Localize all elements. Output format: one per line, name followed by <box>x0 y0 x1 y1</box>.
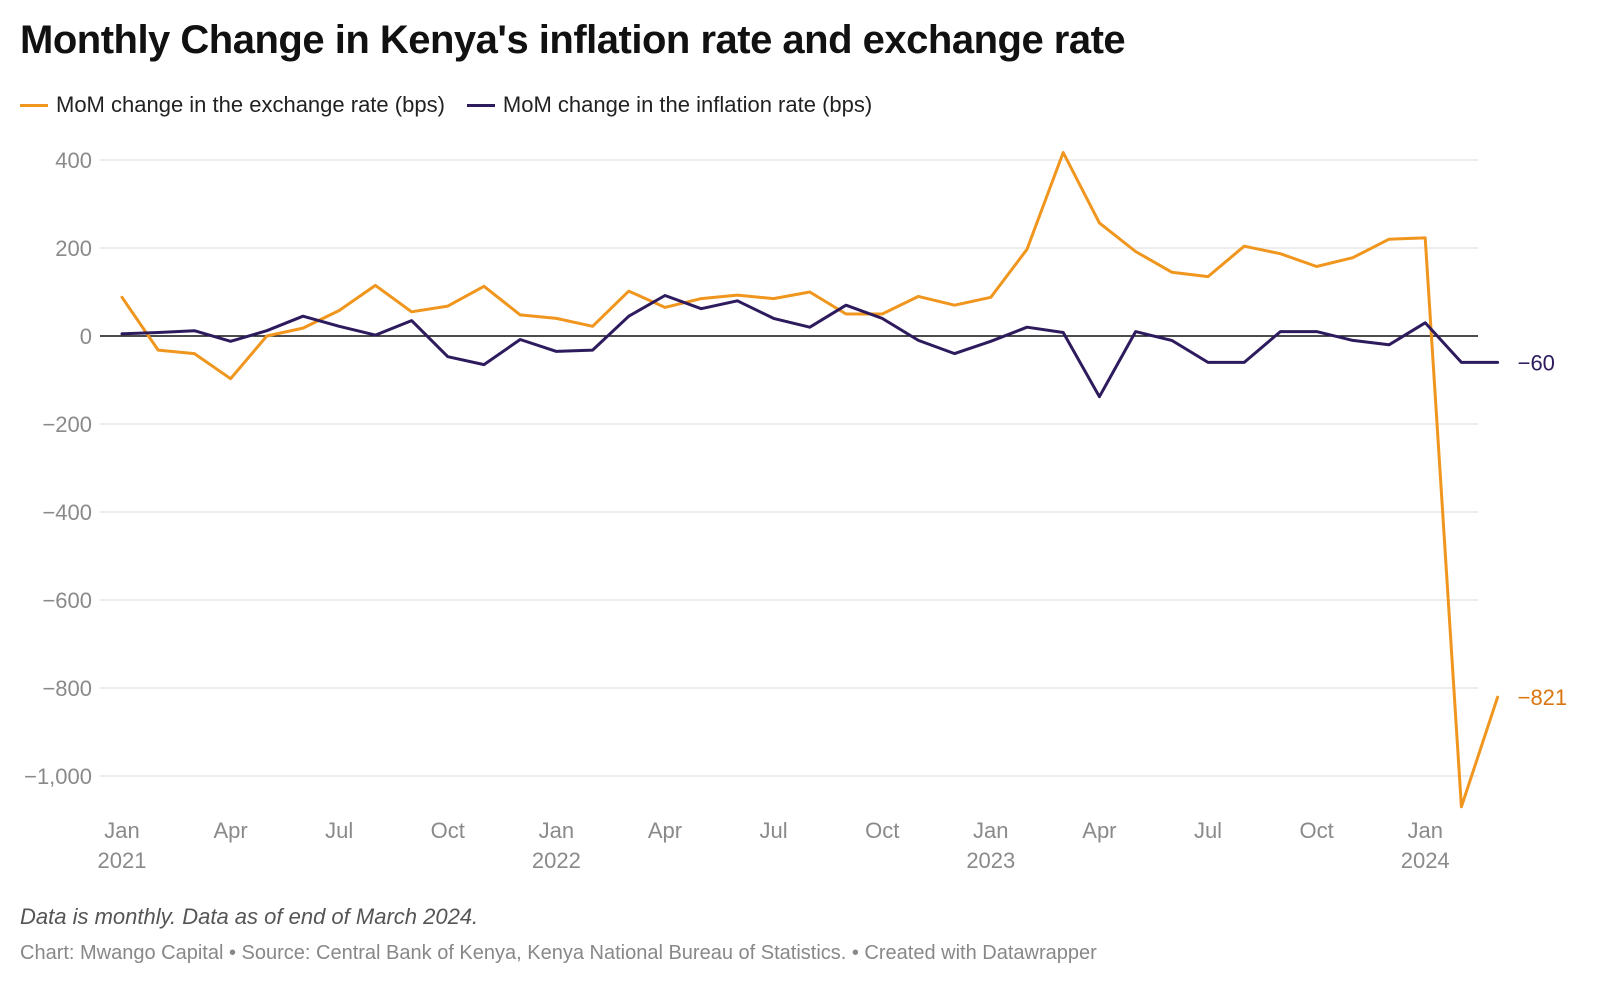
exchange-rate-line <box>120 151 1500 809</box>
x-tick-year-label: 2022 <box>532 848 581 873</box>
x-tick-label: Jan <box>1407 818 1442 843</box>
y-tick-label: 0 <box>80 324 92 349</box>
x-tick-label: Jul <box>760 818 788 843</box>
x-tick-label: Oct <box>865 818 899 843</box>
legend-label-inflation-rate: MoM change in the inflation rate (bps) <box>502 92 873 117</box>
legend-label-exchange-rate: MoM change in the exchange rate (bps) <box>56 92 445 117</box>
y-tick-label: −600 <box>42 588 92 613</box>
x-tick-label: Jul <box>325 818 353 843</box>
line-chart: 400 200 0 −200 −400 −600 −800 −1,000 Jan 2021 Apr… <box>24 148 1568 873</box>
x-tick-year-label: 2023 <box>966 848 1015 873</box>
legend-swatch-inflation-rate <box>466 103 495 107</box>
gridlines <box>100 159 1478 777</box>
x-tick-label: Jan <box>539 818 574 843</box>
legend-swatch-exchange-rate <box>20 103 48 107</box>
y-tick-label: −400 <box>42 500 92 525</box>
chart-note: Data is monthly. Data as of end of March… <box>20 904 479 929</box>
y-axis: 400 200 0 −200 −400 −600 −800 −1,000 <box>24 148 92 789</box>
x-tick-year-label: 2024 <box>1401 848 1450 873</box>
legend-item-exchange-rate: MoM change in the exchange rate (bps) <box>20 92 445 118</box>
y-tick-label: −1,000 <box>24 764 92 789</box>
x-tick-label: Apr <box>213 818 247 843</box>
chart-source: Chart: Mwango Capital • Source: Central … <box>20 942 1097 964</box>
y-tick-label: −800 <box>42 676 92 701</box>
inflation-rate-end-label: −60 <box>1518 350 1555 375</box>
exchange-rate-end-label: −821 <box>1518 685 1568 710</box>
end-labels: −821 −60 <box>1518 350 1568 710</box>
legend: MoM change in the exchange rate (bps) Mo… <box>20 92 894 118</box>
x-tick-label: Jan <box>973 818 1008 843</box>
y-tick-label: 200 <box>55 236 92 261</box>
x-tick-label: Apr <box>1082 818 1116 843</box>
y-tick-label: −200 <box>42 412 92 437</box>
legend-item-inflation-rate: MoM change in the inflation rate (bps) <box>466 92 873 118</box>
chart-title: Monthly Change in Kenya's inflation rate… <box>20 18 1126 62</box>
inflation-rate-line <box>120 294 1500 399</box>
x-tick-label: Oct <box>431 818 465 843</box>
x-tick-label: Oct <box>1299 818 1333 843</box>
x-tick-label: Jul <box>1194 818 1222 843</box>
x-axis: Jan 2021 Apr Jul Oct Jan 2022 Apr Jul Oct Jan 2023 A… <box>98 818 1450 873</box>
x-tick-label: Jan <box>104 818 139 843</box>
x-tick-year-label: 2021 <box>98 848 147 873</box>
y-tick-label: 400 <box>55 148 92 173</box>
series-lines <box>120 151 1500 809</box>
x-tick-label: Apr <box>648 818 682 843</box>
